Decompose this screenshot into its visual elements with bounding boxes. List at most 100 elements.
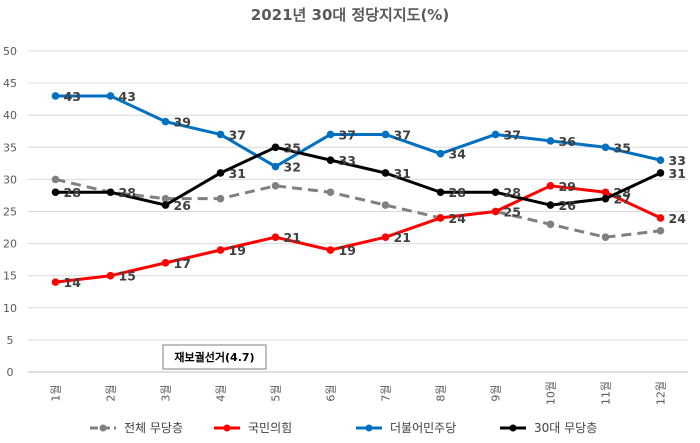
data-label: 37 (339, 127, 356, 142)
data-point (271, 182, 280, 190)
annotation-box (162, 344, 267, 370)
legend-marker (223, 424, 231, 432)
data-label: 19 (339, 243, 356, 258)
y-tick-label: 10 (3, 302, 17, 315)
legend-item: 국민의힘 (214, 421, 292, 435)
data-label: 27 (614, 192, 631, 207)
y-tick-label: 30 (3, 173, 17, 186)
y-axis-ticks: 0 5 10 15 20 25 30 35 40 45 50 (3, 45, 17, 379)
data-label: 35 (284, 140, 301, 155)
data-point (491, 188, 500, 197)
y-tick-label: 40 (3, 109, 17, 122)
legend-label: 더불어민주당 (390, 421, 456, 435)
data-point (546, 201, 555, 209)
data-point (271, 143, 280, 152)
data-label: 31 (394, 166, 411, 181)
data-point (601, 194, 610, 203)
data-label: 28 (504, 185, 521, 200)
data-point (51, 188, 60, 197)
series-line (55, 94, 661, 169)
data-point (491, 130, 500, 139)
data-point (601, 233, 610, 241)
data-point (161, 201, 170, 209)
x-tick-label: 7월 (380, 384, 393, 401)
data-point (326, 246, 335, 254)
data-point (216, 130, 225, 139)
data-point (601, 143, 610, 152)
x-tick-label: 10월 (545, 381, 558, 405)
y-tick-label: 45 (3, 77, 17, 90)
data-label: 33 (339, 153, 356, 168)
data-point (381, 130, 390, 139)
y-tick-label: 20 (3, 238, 17, 251)
data-label: 29 (559, 179, 576, 194)
y-tick-label: 35 (3, 141, 17, 154)
data-label: 37 (229, 127, 246, 142)
data-label: 24 (669, 211, 687, 226)
chart-title: 2021년 30대 정당지지도(%) (251, 6, 449, 24)
data-label: 39 (174, 115, 191, 130)
annotation: 재보궐선거(4.7) (162, 344, 267, 370)
data-point (656, 226, 665, 235)
legend: 전체 무당층 국민의힘 더불어민주당 30대 무당층 (90, 421, 597, 435)
legend-item: 더불어민주당 (356, 421, 456, 435)
data-label: 19 (229, 243, 246, 258)
x-tick-label: 1월 (50, 384, 63, 401)
data-point (216, 246, 225, 254)
data-label: 28 (64, 185, 81, 200)
data-label: 43 (64, 89, 81, 104)
data-label: 37 (504, 127, 521, 142)
data-point (106, 92, 115, 100)
data-point (656, 156, 665, 164)
y-tick-label: 5 (7, 334, 14, 347)
data-point (51, 92, 60, 100)
data-point (161, 259, 170, 267)
x-tick-label: 4월 (215, 384, 228, 401)
y-tick-label: 50 (3, 45, 17, 58)
data-label: 43 (119, 89, 136, 104)
data-label: 32 (284, 160, 301, 175)
y-tick-label: 0 (7, 366, 14, 379)
data-label: 14 (64, 275, 82, 290)
data-point (601, 188, 610, 197)
data-point (381, 233, 390, 241)
data-point (216, 194, 225, 203)
x-axis-ticks: 1월 2월 3월 4월 5월 6월 7월 8월 9월 10월 11월 12월 (50, 381, 668, 405)
legend-label: 국민의힘 (248, 421, 292, 435)
legend-marker (99, 424, 107, 432)
data-point (106, 271, 115, 280)
legend-item: 전체 무당층 (90, 421, 183, 435)
data-point (436, 214, 445, 222)
data-point (106, 188, 115, 197)
series-2: 43 43 39 37 32 37 37 34 37 36 35 33 (51, 89, 686, 175)
data-point (326, 156, 335, 164)
data-point (491, 207, 500, 216)
data-point (546, 220, 555, 229)
data-point (161, 194, 170, 203)
x-tick-label: 5월 (270, 384, 283, 401)
data-point (546, 137, 555, 145)
data-label: 21 (284, 230, 301, 245)
data-label: 35 (614, 140, 631, 155)
series-1: 14 15 17 19 21 19 21 24 25 29 28 24 (51, 179, 687, 290)
data-point (271, 233, 280, 241)
data-label: 31 (229, 166, 246, 181)
data-point (656, 169, 665, 177)
data-label: 31 (669, 166, 686, 181)
data-label: 26 (559, 198, 577, 213)
series-line (55, 145, 662, 207)
y-tick-label: 15 (3, 270, 17, 283)
x-tick-label: 11월 (600, 381, 613, 405)
legend-marker (365, 424, 373, 432)
annotation-text: 재보궐선거(4.7) (174, 350, 254, 364)
x-tick-label: 6월 (325, 384, 338, 401)
data-label: 28 (119, 185, 136, 200)
data-point (326, 188, 335, 197)
data-label: 36 (559, 134, 577, 149)
data-point (656, 214, 665, 222)
data-label: 15 (119, 269, 136, 284)
x-tick-label: 8월 (435, 384, 448, 401)
data-point (326, 130, 335, 139)
series-line (55, 177, 661, 239)
